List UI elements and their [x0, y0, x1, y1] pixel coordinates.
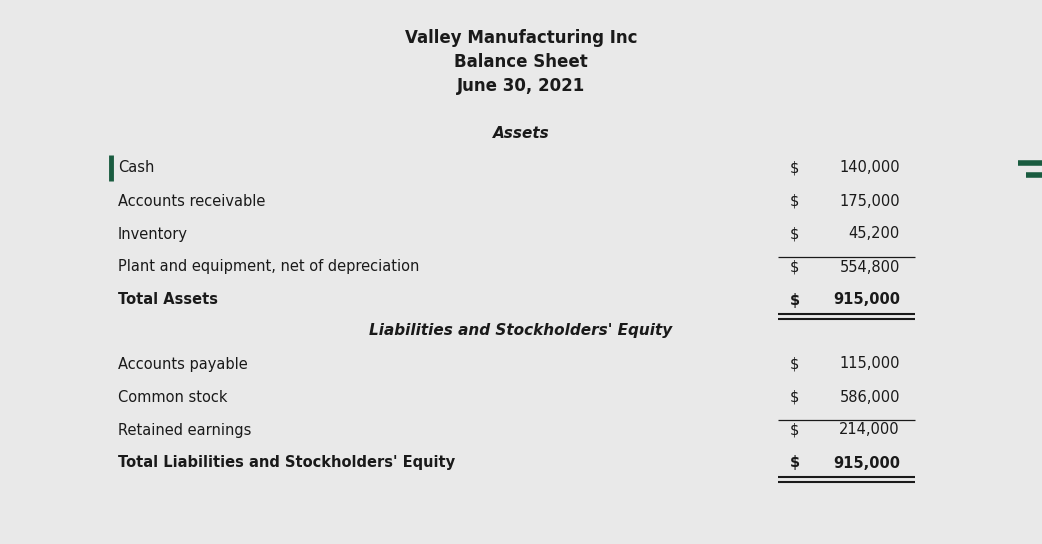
- Text: $: $: [790, 226, 799, 242]
- Text: $: $: [790, 455, 800, 471]
- Text: $: $: [790, 390, 799, 405]
- Text: Common stock: Common stock: [118, 390, 227, 405]
- Text: Total Assets: Total Assets: [118, 293, 218, 307]
- Text: Assets: Assets: [493, 127, 549, 141]
- Text: $: $: [790, 194, 799, 208]
- Text: June 30, 2021: June 30, 2021: [456, 77, 586, 95]
- Text: Cash: Cash: [118, 160, 154, 176]
- Text: $: $: [790, 356, 799, 372]
- Text: Total Liabilities and Stockholders' Equity: Total Liabilities and Stockholders' Equi…: [118, 455, 455, 471]
- Text: 915,000: 915,000: [833, 455, 900, 471]
- Text: Plant and equipment, net of depreciation: Plant and equipment, net of depreciation: [118, 259, 419, 275]
- Text: $: $: [790, 259, 799, 275]
- Text: 140,000: 140,000: [840, 160, 900, 176]
- Text: Accounts payable: Accounts payable: [118, 356, 248, 372]
- Text: $: $: [790, 160, 799, 176]
- Text: $: $: [790, 423, 799, 437]
- Text: Balance Sheet: Balance Sheet: [454, 53, 588, 71]
- Text: 175,000: 175,000: [840, 194, 900, 208]
- Text: 45,200: 45,200: [849, 226, 900, 242]
- Text: 554,800: 554,800: [840, 259, 900, 275]
- Text: Liabilities and Stockholders' Equity: Liabilities and Stockholders' Equity: [369, 323, 673, 337]
- Text: $: $: [790, 293, 800, 307]
- Text: Accounts receivable: Accounts receivable: [118, 194, 266, 208]
- Text: Valley Manufacturing Inc: Valley Manufacturing Inc: [404, 29, 638, 47]
- Text: 915,000: 915,000: [833, 293, 900, 307]
- Text: 586,000: 586,000: [840, 390, 900, 405]
- Text: Inventory: Inventory: [118, 226, 188, 242]
- Text: 115,000: 115,000: [840, 356, 900, 372]
- Text: Retained earnings: Retained earnings: [118, 423, 251, 437]
- Text: 214,000: 214,000: [840, 423, 900, 437]
